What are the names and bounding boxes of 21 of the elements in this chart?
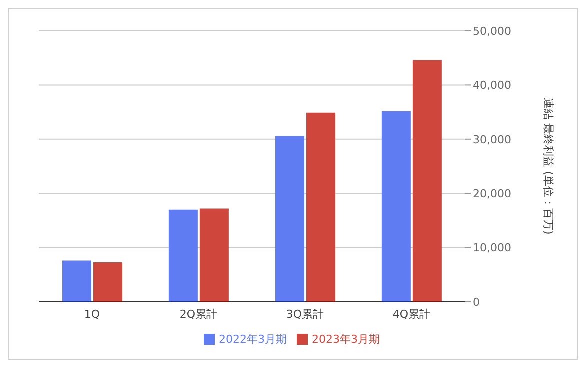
legend-label: 2023年3月期	[312, 333, 380, 346]
y-tick-label: 30,000	[473, 133, 512, 146]
y-axis-title: 連結 最終利益 (単位：百万)	[542, 98, 556, 235]
bar	[168, 210, 198, 302]
bar	[382, 111, 411, 302]
bar	[306, 112, 336, 302]
x-tick-label: 3Q累計	[286, 308, 324, 321]
bar	[275, 136, 304, 302]
x-tick-label: 4Q累計	[392, 308, 431, 321]
y-tick-label: 10,000	[473, 242, 512, 255]
bar	[93, 262, 122, 302]
x-tick-label: 2Q累計	[180, 308, 218, 321]
bar	[412, 60, 442, 302]
bar	[62, 260, 92, 302]
legend-label: 2022年3月期	[219, 333, 287, 346]
y-tick-label: 40,000	[473, 79, 512, 92]
x-tick-label: 1Q	[84, 308, 100, 321]
y-tick-label: 50,000	[473, 24, 512, 38]
bar	[200, 208, 229, 302]
y-tick-label: 20,000	[473, 188, 512, 201]
y-tick-label: 0	[473, 296, 480, 309]
